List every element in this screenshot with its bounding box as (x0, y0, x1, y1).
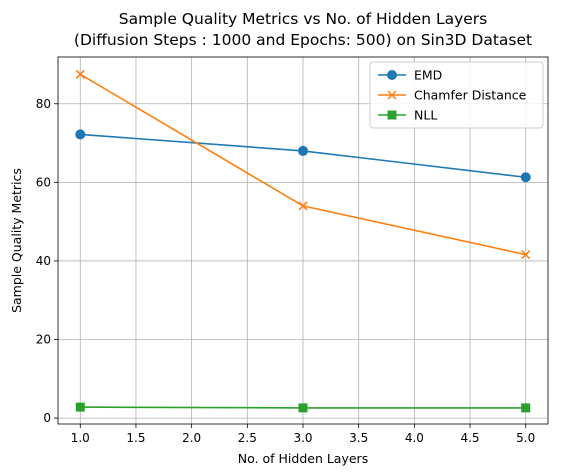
x-tick-label: 3.0 (293, 431, 312, 445)
nll-point (522, 404, 530, 412)
y-tick-label: 80 (36, 97, 51, 111)
y-tick-label: 0 (43, 411, 51, 425)
x-tick-label: 1.0 (71, 431, 90, 445)
legend: EMD Chamfer Distance NLL (370, 62, 543, 128)
nll-point (76, 403, 84, 411)
legend-marker-nll (388, 111, 396, 119)
x-tick-label: 1.5 (126, 431, 145, 445)
legend-label-chamfer-distance: Chamfer Distance (414, 88, 527, 103)
emd-point (299, 146, 308, 155)
emd-point (521, 173, 530, 182)
y-tick-label: 60 (36, 175, 51, 189)
x-tick-label: 2.0 (182, 431, 201, 445)
x-axis-label: No. of Hidden Layers (238, 451, 368, 466)
y-axis-label: Sample Quality Metrics (9, 168, 24, 313)
series-nll (76, 403, 529, 412)
emd-point (76, 130, 85, 139)
legend-marker-emd (388, 71, 397, 80)
legend-label-nll: NLL (414, 108, 437, 123)
nll-point (299, 404, 307, 412)
y-tick-label: 40 (36, 254, 51, 268)
chart-title: Sample Quality Metrics vs No. of Hidden … (119, 10, 487, 28)
y-tick-label: 20 (36, 333, 51, 347)
legend-label-emd: EMD (414, 68, 442, 83)
x-tick-label: 5.0 (516, 431, 535, 445)
x-tick-label: 4.5 (460, 431, 479, 445)
chart-subtitle: (Diffusion Steps : 1000 and Epochs: 500)… (74, 31, 532, 49)
x-tick-label: 4.0 (405, 431, 424, 445)
x-tick-label: 3.5 (349, 431, 368, 445)
x-tick-label: 2.5 (238, 431, 257, 445)
